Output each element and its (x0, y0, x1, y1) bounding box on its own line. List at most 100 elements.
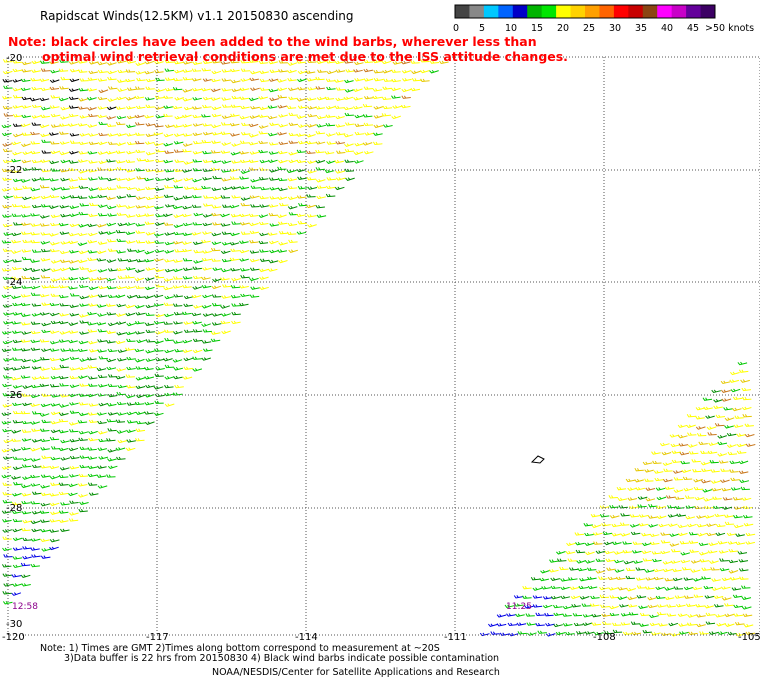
wind-barb (49, 340, 60, 345)
wind-barb (164, 59, 175, 64)
wind-barb (69, 293, 80, 297)
wind-barb (163, 278, 174, 282)
wind-barb (3, 232, 13, 236)
wind-barb (58, 429, 69, 434)
wind-barb (344, 159, 354, 163)
wind-barb (653, 568, 664, 573)
wind-barb (116, 401, 127, 406)
wind-barb (164, 329, 174, 333)
wind-barb (135, 411, 146, 415)
wind-barb (593, 541, 603, 545)
wind-barb (279, 202, 289, 207)
wind-barb (107, 383, 118, 388)
wind-barb (106, 159, 116, 163)
wind-barb (155, 77, 165, 82)
wind-barb (711, 587, 722, 591)
wind-barb (277, 104, 288, 109)
wind-barb (229, 232, 240, 237)
wind-barb (164, 268, 175, 273)
wind-barb (88, 141, 99, 145)
wind-barb (267, 232, 278, 236)
wind-barb (21, 358, 31, 363)
wind-barb (97, 194, 107, 199)
wind-barb (307, 186, 318, 190)
wind-barb (106, 358, 116, 363)
wind-barb (22, 185, 32, 190)
wind-barb (230, 285, 241, 289)
wind-barb (220, 223, 231, 227)
wind-barb (727, 451, 738, 456)
wind-barb (78, 159, 88, 163)
wind-barb (174, 384, 184, 389)
wind-barb (39, 215, 50, 219)
wind-barb (230, 294, 241, 299)
wind-barb (182, 213, 192, 218)
wind-barb (58, 320, 69, 325)
wind-barb (673, 477, 684, 481)
wind-barb (11, 276, 21, 280)
wind-barb (182, 257, 193, 262)
wind-barb (710, 567, 720, 571)
wind-barb (182, 284, 192, 289)
wind-barb (286, 105, 297, 110)
wind-barb (297, 140, 308, 145)
wind-barb (324, 151, 335, 155)
wind-barb (182, 232, 192, 236)
wind-barb (174, 115, 185, 120)
wind-barb (705, 612, 716, 617)
wind-barb (11, 510, 22, 515)
wind-barb (240, 274, 250, 279)
wind-barb (60, 457, 71, 461)
wind-barb (595, 570, 606, 574)
legend-color-swatch (469, 5, 485, 18)
wind-barb (231, 160, 241, 164)
wind-barb (126, 295, 137, 299)
wind-barb (229, 168, 240, 172)
wind-barb (278, 60, 288, 64)
wind-barb (249, 230, 260, 235)
wind-barb (31, 86, 41, 91)
wind-barb (68, 123, 78, 127)
wind-barb (306, 150, 316, 155)
wind-barb (107, 239, 117, 243)
wind-barb (363, 68, 374, 73)
wind-barb (116, 368, 127, 372)
wind-barb (605, 558, 615, 562)
wind-barb (87, 223, 97, 228)
wind-barb (439, 60, 449, 65)
wind-barb (68, 322, 79, 326)
wind-barb (12, 151, 22, 156)
wind-barb (737, 551, 748, 555)
wind-barb (173, 231, 184, 236)
wind-barb (107, 133, 118, 137)
wind-barb (98, 231, 108, 235)
wind-barb (49, 312, 60, 317)
wind-barb (69, 213, 79, 217)
wind-barb (239, 302, 249, 307)
wind-barb (211, 124, 221, 129)
wind-barb (220, 277, 230, 281)
wind-barb (700, 450, 710, 455)
wind-barb (88, 303, 98, 307)
wind-barb (172, 268, 183, 273)
wind-barb (695, 603, 705, 608)
footer-credit: NOAA/NESDIS/Center for Satellite Applica… (212, 667, 500, 678)
wind-barb (691, 459, 701, 463)
wind-barb (258, 240, 269, 245)
wind-barb (182, 276, 193, 280)
wind-barb (2, 70, 13, 75)
wind-barb (276, 79, 287, 83)
wind-barb (60, 439, 70, 444)
wind-barb (692, 586, 703, 591)
wind-barb (745, 631, 756, 635)
wind-barb (296, 168, 307, 173)
wind-barb (719, 558, 729, 562)
wind-barb (145, 231, 156, 236)
wind-barb (723, 407, 733, 411)
wind-barb (50, 394, 61, 398)
wind-barb (20, 574, 31, 578)
wind-barb (230, 151, 241, 156)
wind-barb (362, 103, 373, 108)
time-label: 11:25 (506, 602, 532, 612)
wind-barb (79, 464, 89, 469)
